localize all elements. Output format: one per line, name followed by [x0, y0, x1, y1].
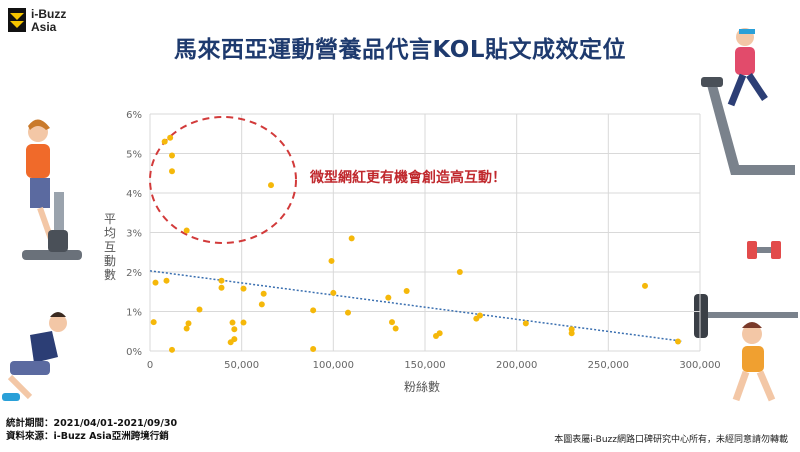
data-point: [330, 289, 337, 296]
y-tick-label: 6%: [126, 110, 142, 121]
data-source: 資料來源：i-Buzz Asia亞洲跨境行銷: [6, 431, 169, 442]
x-tick-label: 0: [147, 360, 153, 371]
copyright-notice: 本圖表屬i-Buzz網路口碑研究中心所有，未經同意請勿轉載: [554, 435, 788, 445]
data-point: [568, 330, 575, 337]
x-tick-label: 300,000: [679, 360, 720, 371]
data-point: [268, 182, 274, 189]
data-point: [183, 227, 190, 234]
data-point: [348, 235, 355, 242]
data-point: [345, 309, 351, 316]
data-point: [310, 346, 317, 353]
data-point: [392, 325, 399, 332]
brand-logo-icon: [8, 8, 26, 32]
data-point: [229, 319, 236, 326]
dumbbell-illustration-icon: [747, 241, 781, 259]
data-point: [389, 319, 395, 326]
data-point: [218, 284, 225, 291]
data-point: [150, 319, 157, 326]
cyclist-illustration-icon: [22, 119, 82, 260]
highlight-ellipse: [149, 116, 297, 244]
data-point: [258, 301, 265, 308]
data-points: [150, 134, 681, 353]
brand-name: i-Buzz Asia: [31, 8, 66, 34]
brand-logo: i-Buzz Asia: [8, 8, 66, 34]
data-point: [169, 152, 175, 159]
data-point: [163, 277, 170, 284]
data-point: [403, 287, 410, 294]
data-point: [161, 138, 168, 145]
page-title: 馬來西亞運動營養品代言KOL貼文成效定位: [174, 37, 626, 63]
data-point: [328, 257, 335, 264]
y-axis-label: 平均互動數: [103, 212, 116, 282]
data-point: [167, 134, 174, 141]
x-tick-label: 100,000: [313, 360, 354, 371]
situp-illustration-icon: [2, 312, 67, 401]
y-axis-ticks: 0% 1% 2% 3% 4% 5% 6%: [126, 110, 142, 358]
statistics-period: 統計期間：2021/04/01-2021/09/30: [6, 418, 178, 429]
data-point: [169, 346, 175, 353]
highlight-annotation: 微型網紅更有機會創造高互動！: [310, 170, 506, 186]
data-point: [385, 294, 392, 301]
data-point: [675, 338, 681, 345]
data-point: [456, 269, 463, 275]
x-tick-label: 250,000: [588, 360, 629, 371]
brand-name-line1: i-Buzz: [31, 7, 67, 21]
data-point: [231, 336, 238, 343]
footer-meta: 統計期間：2021/04/01-2021/09/30 資料來源：i-Buzz A…: [6, 417, 177, 443]
data-point: [522, 320, 529, 327]
data-point: [642, 282, 648, 289]
y-tick-label: 0%: [126, 347, 142, 358]
x-tick-label: 200,000: [496, 360, 537, 371]
y-tick-label: 1%: [126, 308, 142, 319]
data-point: [169, 168, 175, 175]
data-point: [196, 306, 203, 313]
trendline: [149, 270, 682, 342]
data-point: [473, 315, 480, 322]
data-point: [240, 319, 247, 326]
x-tick-label: 50,000: [224, 360, 259, 371]
data-point: [218, 277, 225, 284]
treadmill-runner-illustration-icon: [701, 28, 795, 175]
data-point: [240, 285, 247, 292]
data-point: [310, 307, 317, 314]
x-axis-ticks: 0 50,000 100,000 150,000 200,000 250,000 300,0…: [147, 360, 721, 371]
weightlifter-illustration-icon: [694, 294, 798, 402]
data-point: [183, 325, 190, 332]
y-tick-label: 2%: [126, 268, 142, 279]
data-point: [260, 290, 267, 297]
data-point: [152, 279, 159, 286]
y-tick-label: 5%: [126, 150, 142, 161]
brand-name-line2: Asia: [31, 20, 57, 34]
data-point: [185, 320, 192, 327]
y-tick-label: 3%: [126, 229, 142, 240]
data-point: [433, 332, 439, 339]
grid: [149, 113, 701, 352]
y-tick-label: 4%: [126, 189, 142, 200]
data-point: [231, 326, 238, 333]
x-tick-label: 150,000: [404, 360, 445, 371]
x-axis-label: 粉絲數: [404, 380, 441, 394]
